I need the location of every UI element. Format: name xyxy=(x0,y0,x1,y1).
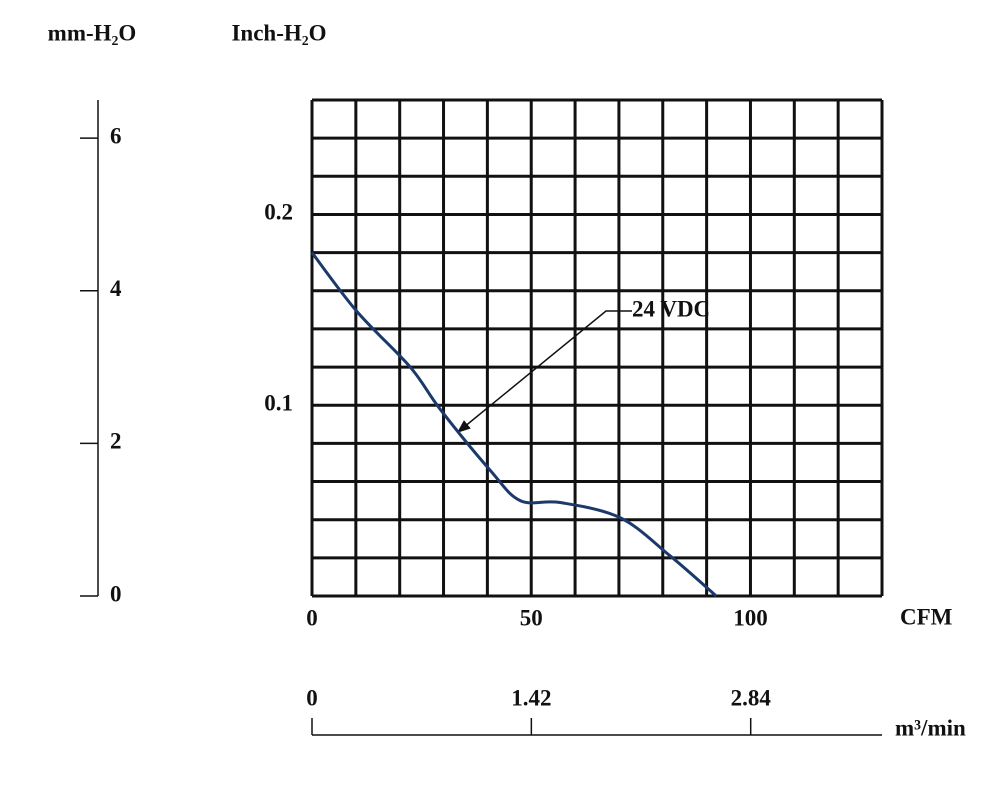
y-axis-title: Inch-H₂O xyxy=(231,20,326,45)
x-axis-title: CFM xyxy=(900,604,953,629)
y2-tick-label: 6 xyxy=(110,123,122,148)
x-tick-label: 100 xyxy=(733,605,768,630)
x2-tick-label: 2.84 xyxy=(731,685,772,710)
series-label: 24 VDC xyxy=(632,296,710,321)
x2-tick-label: 0 xyxy=(306,685,318,710)
annotation-arrow xyxy=(456,310,632,433)
x2-tick-label: 1.42 xyxy=(511,685,551,710)
curve xyxy=(310,251,718,598)
y2-tick-label: 2 xyxy=(110,429,122,454)
y2-tick-label: 0 xyxy=(110,581,122,606)
y-tick-label: 0.2 xyxy=(264,200,293,225)
y2-axis-title: mm-H₂O xyxy=(48,20,137,45)
x2-axis-title: m³/min xyxy=(895,715,966,740)
x-tick-label: 0 xyxy=(306,605,318,630)
y2-tick-label: 4 xyxy=(110,276,122,301)
y-tick-label: 0.1 xyxy=(264,391,293,416)
x-tick-label: 50 xyxy=(520,605,543,630)
